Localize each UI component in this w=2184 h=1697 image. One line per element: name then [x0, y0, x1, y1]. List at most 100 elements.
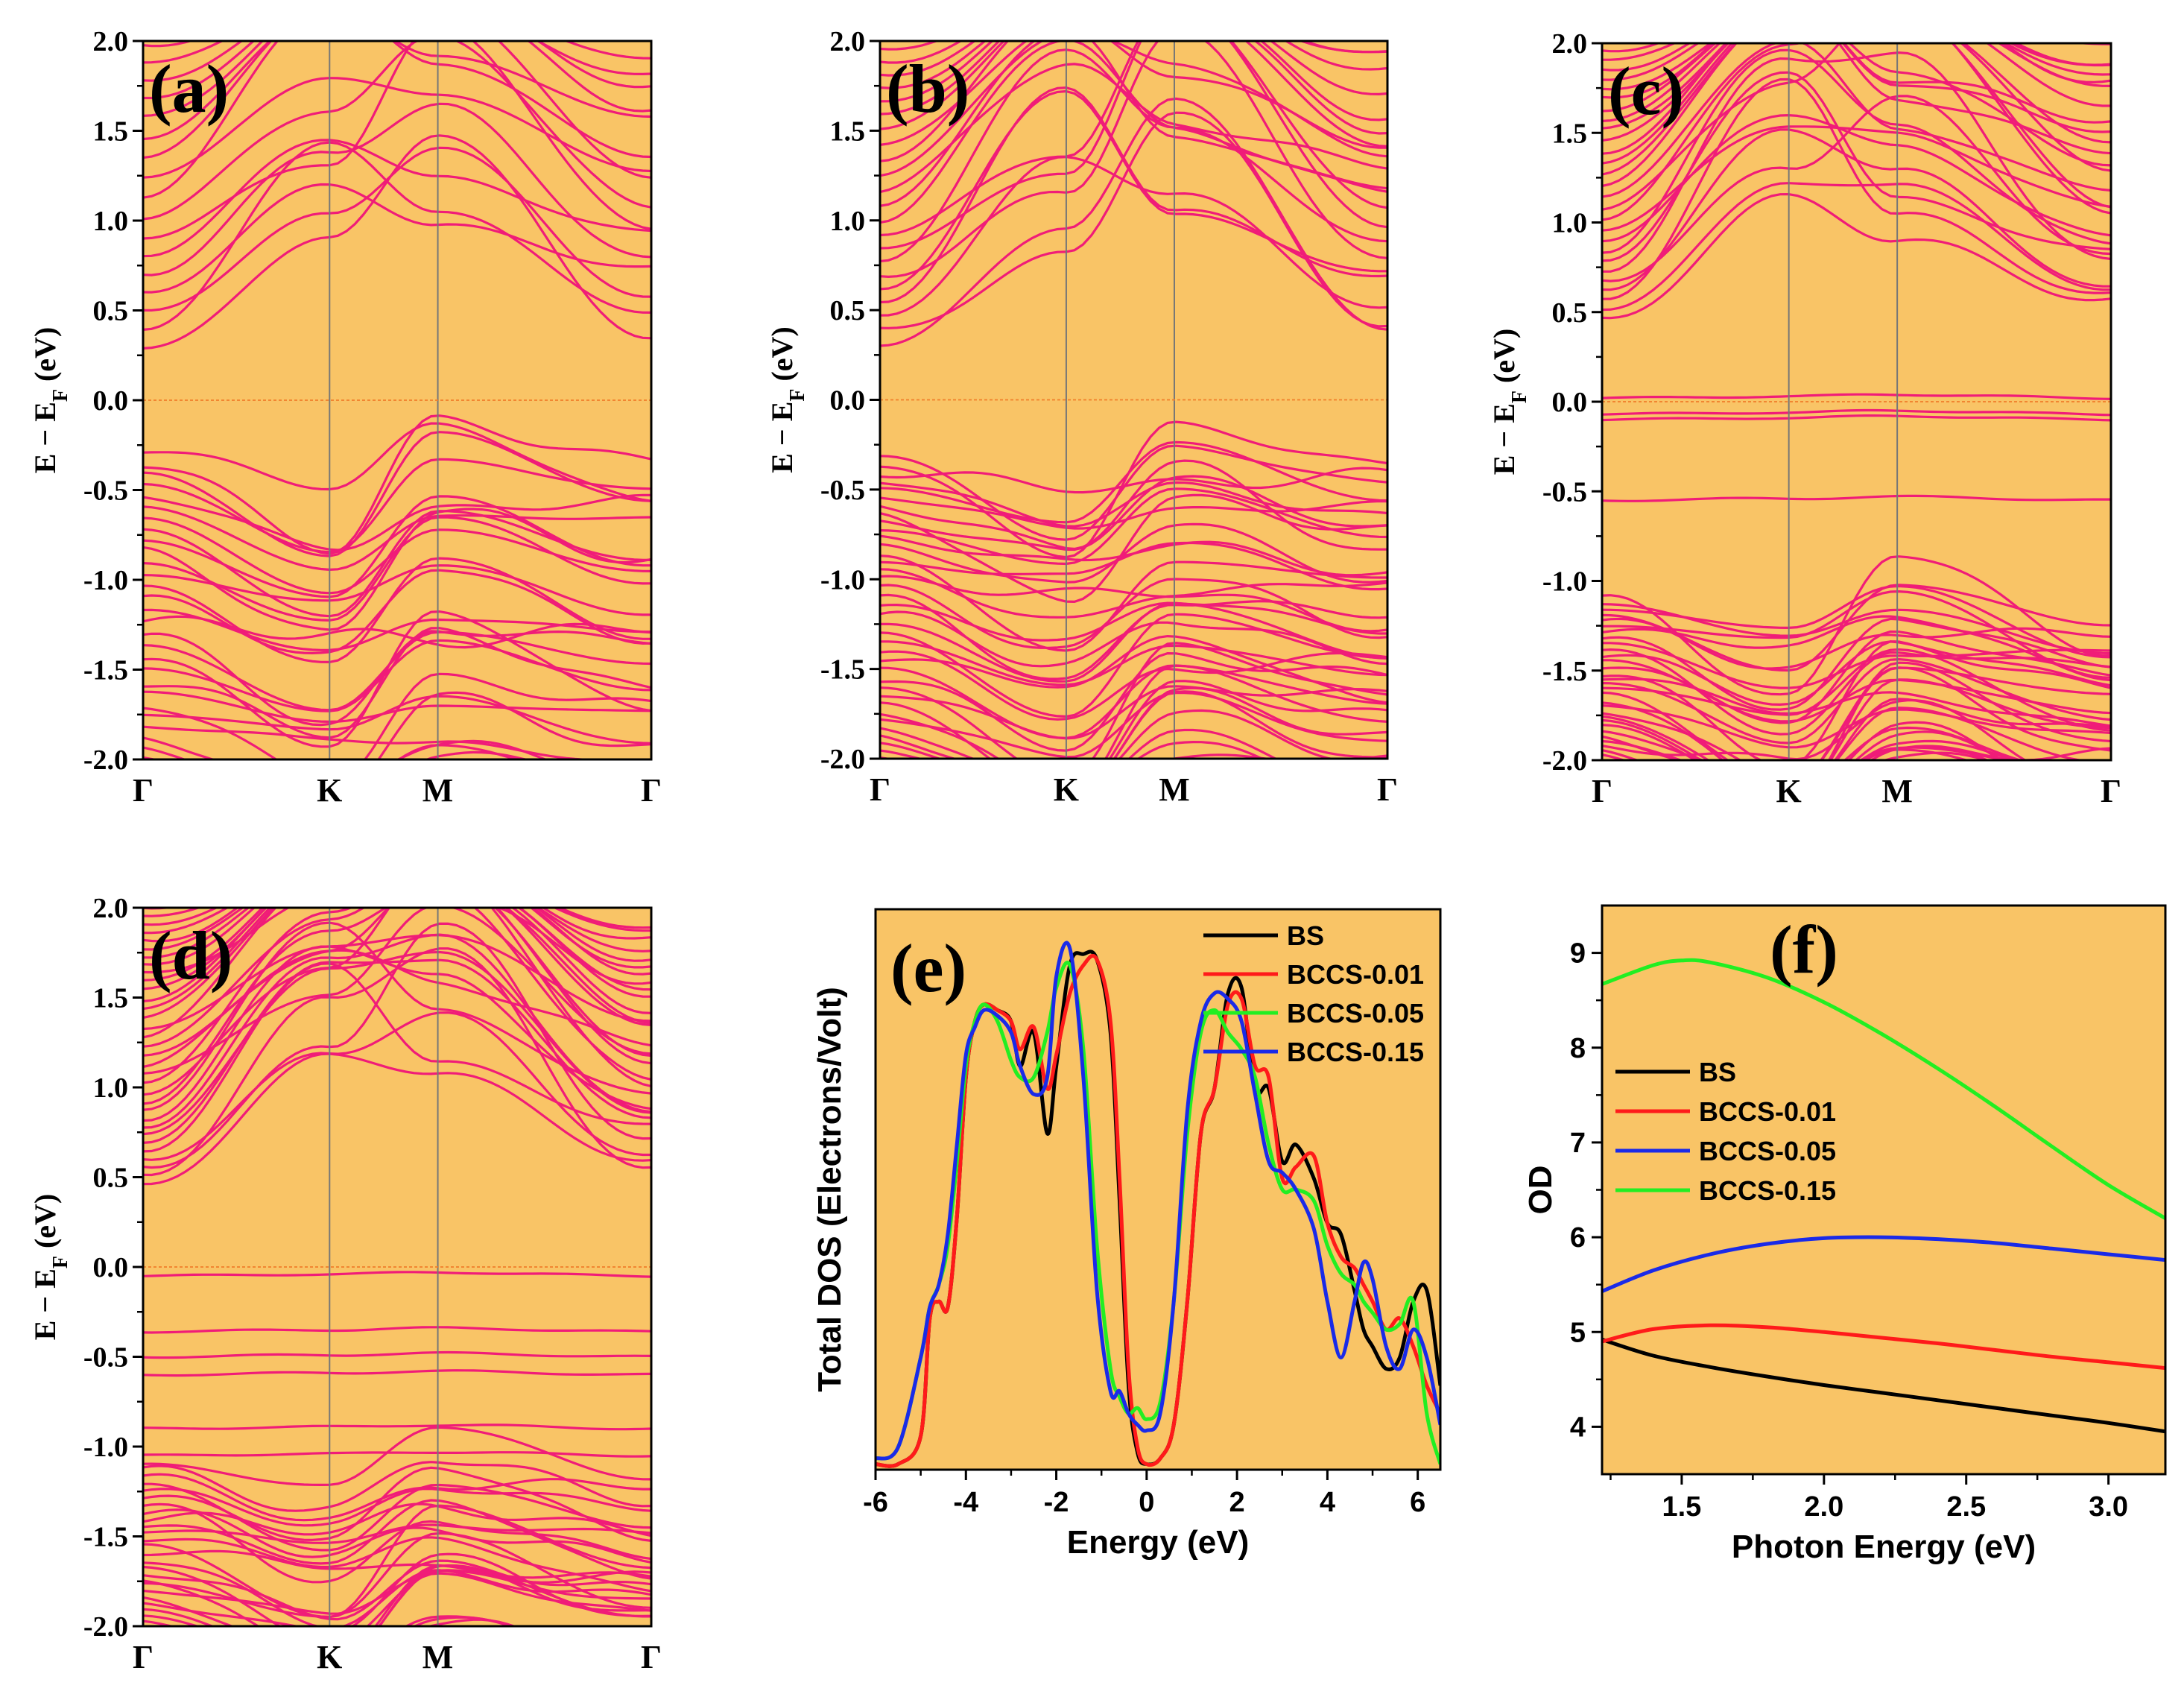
band-line	[143, 1549, 651, 1579]
band-line	[143, 146, 651, 312]
band-line	[1602, 125, 2111, 232]
band-line	[880, 651, 1387, 752]
band-line	[1602, 48, 2111, 254]
panel-label: (e)	[890, 930, 966, 1006]
bands	[1602, 3, 2111, 796]
y-tick-label: 7	[1570, 1128, 1586, 1159]
legend-label: BS	[1287, 920, 1324, 951]
y-tick-label: 1.0	[1552, 208, 1588, 239]
band-line	[880, 41, 1387, 121]
band-line	[143, 1523, 651, 1544]
flat-band-line	[143, 1271, 651, 1278]
y-axis-label: E − EF (eV)	[765, 326, 809, 473]
legend: BS BCCS-0.01 BCCS-0.05 BCCS-0.15	[1615, 1057, 1836, 1206]
band-line	[1602, 182, 2111, 312]
series-line-bccs-0-05	[1602, 1235, 2165, 1293]
y-tick-label: -1.5	[83, 655, 128, 686]
band-line	[143, 41, 651, 240]
k-point-label: K	[317, 1639, 342, 1675]
band-line	[143, 508, 651, 631]
band-line	[880, 601, 1387, 642]
band-line	[880, 764, 1387, 797]
band-line	[1602, 43, 2111, 81]
band-line	[143, 1052, 651, 1186]
band-line	[1602, 657, 2111, 745]
band-line	[143, 908, 651, 985]
series-line-bccs-0-15	[876, 941, 1440, 1461]
x-tick-label: -2	[1044, 1487, 1069, 1518]
y-axis-label: E − EF (eV)	[1487, 329, 1531, 475]
y-tick-label: 0.5	[93, 1163, 129, 1194]
band-line	[880, 4, 1387, 34]
panel-label: (c)	[1608, 53, 1684, 129]
panel-label: (d)	[149, 917, 232, 993]
band-line	[143, 41, 651, 117]
band-line	[143, 908, 651, 969]
band-line	[880, 475, 1387, 552]
x-tick-label: 3.0	[2089, 1491, 2128, 1523]
y-tick-label: 0.0	[93, 385, 129, 417]
legend-label: BCCS-0.01	[1699, 1096, 1836, 1127]
y-tick-label: -0.5	[1542, 476, 1587, 508]
x-tick-label: 2.0	[1804, 1491, 1843, 1523]
k-point-label: Γ	[1592, 773, 1612, 809]
flat-band-line	[143, 1326, 651, 1334]
band-line	[880, 41, 1387, 279]
y-tick-label: 0.0	[93, 1252, 129, 1283]
k-point-label: M	[1881, 773, 1913, 809]
band-line	[143, 1508, 651, 1564]
band-line	[143, 557, 651, 664]
k-point-label: Γ	[870, 771, 890, 808]
band-line	[1602, 666, 2111, 760]
band-line	[143, 431, 651, 557]
y-tick-label: -2.0	[820, 744, 865, 775]
band-line	[880, 541, 1387, 591]
band-line	[143, 139, 651, 258]
band-line	[880, 1, 1387, 23]
band-line	[880, 41, 1387, 89]
band-line	[143, 41, 194, 48]
k-point-label: M	[422, 772, 454, 809]
band-line	[143, 1504, 651, 1619]
y-tick-label: -1.5	[820, 654, 865, 686]
band-line	[143, 1473, 651, 1522]
series-line-bccs-0-01	[1602, 1323, 2165, 1371]
band-line	[143, 41, 651, 82]
band-line	[143, 615, 651, 649]
x-tick-label: 2.5	[1946, 1491, 1986, 1523]
band-line	[1602, 704, 2111, 749]
band-line	[143, 908, 651, 974]
band-line	[143, 908, 651, 935]
y-axis-label: E − EF (eV)	[28, 1194, 72, 1341]
y-tick-label: 1.5	[93, 116, 129, 148]
band-line	[1602, 777, 2111, 796]
band-line	[143, 908, 651, 1058]
band-line	[880, 41, 1387, 162]
band-panel-d: -2.0 -1.5 -1.0 -0.5 0.0 0.5 1.0 1.5 2.0 Γ K M Γ (d) E …	[28, 893, 662, 1675]
band-line	[1602, 71, 2111, 262]
k-point-label: Γ	[2101, 773, 2121, 809]
y-tick-label: 2.0	[93, 26, 129, 57]
plot-frame	[874, 908, 1442, 1471]
y-tick-label: 1.5	[830, 116, 866, 147]
k-point-label: K	[317, 772, 342, 809]
band-line	[880, 728, 1279, 759]
band-line	[1602, 584, 2111, 659]
band-line	[880, 420, 1387, 559]
band-line	[1602, 3, 2111, 23]
band-line	[1602, 43, 2111, 122]
band-line	[143, 908, 651, 1075]
band-line	[143, 691, 651, 759]
band-line	[143, 639, 651, 712]
y-tick-label: 1.0	[830, 206, 866, 237]
band-line	[143, 1487, 651, 1527]
band-line	[143, 1499, 651, 1580]
bands	[143, 908, 651, 1626]
band-line	[880, 686, 1387, 759]
y-tick-label: 6	[1570, 1222, 1586, 1254]
y-tick-label: 1.0	[93, 206, 129, 237]
series-line-bs	[1602, 1338, 2165, 1434]
band-line	[143, 564, 651, 616]
band-line	[143, 908, 651, 1020]
